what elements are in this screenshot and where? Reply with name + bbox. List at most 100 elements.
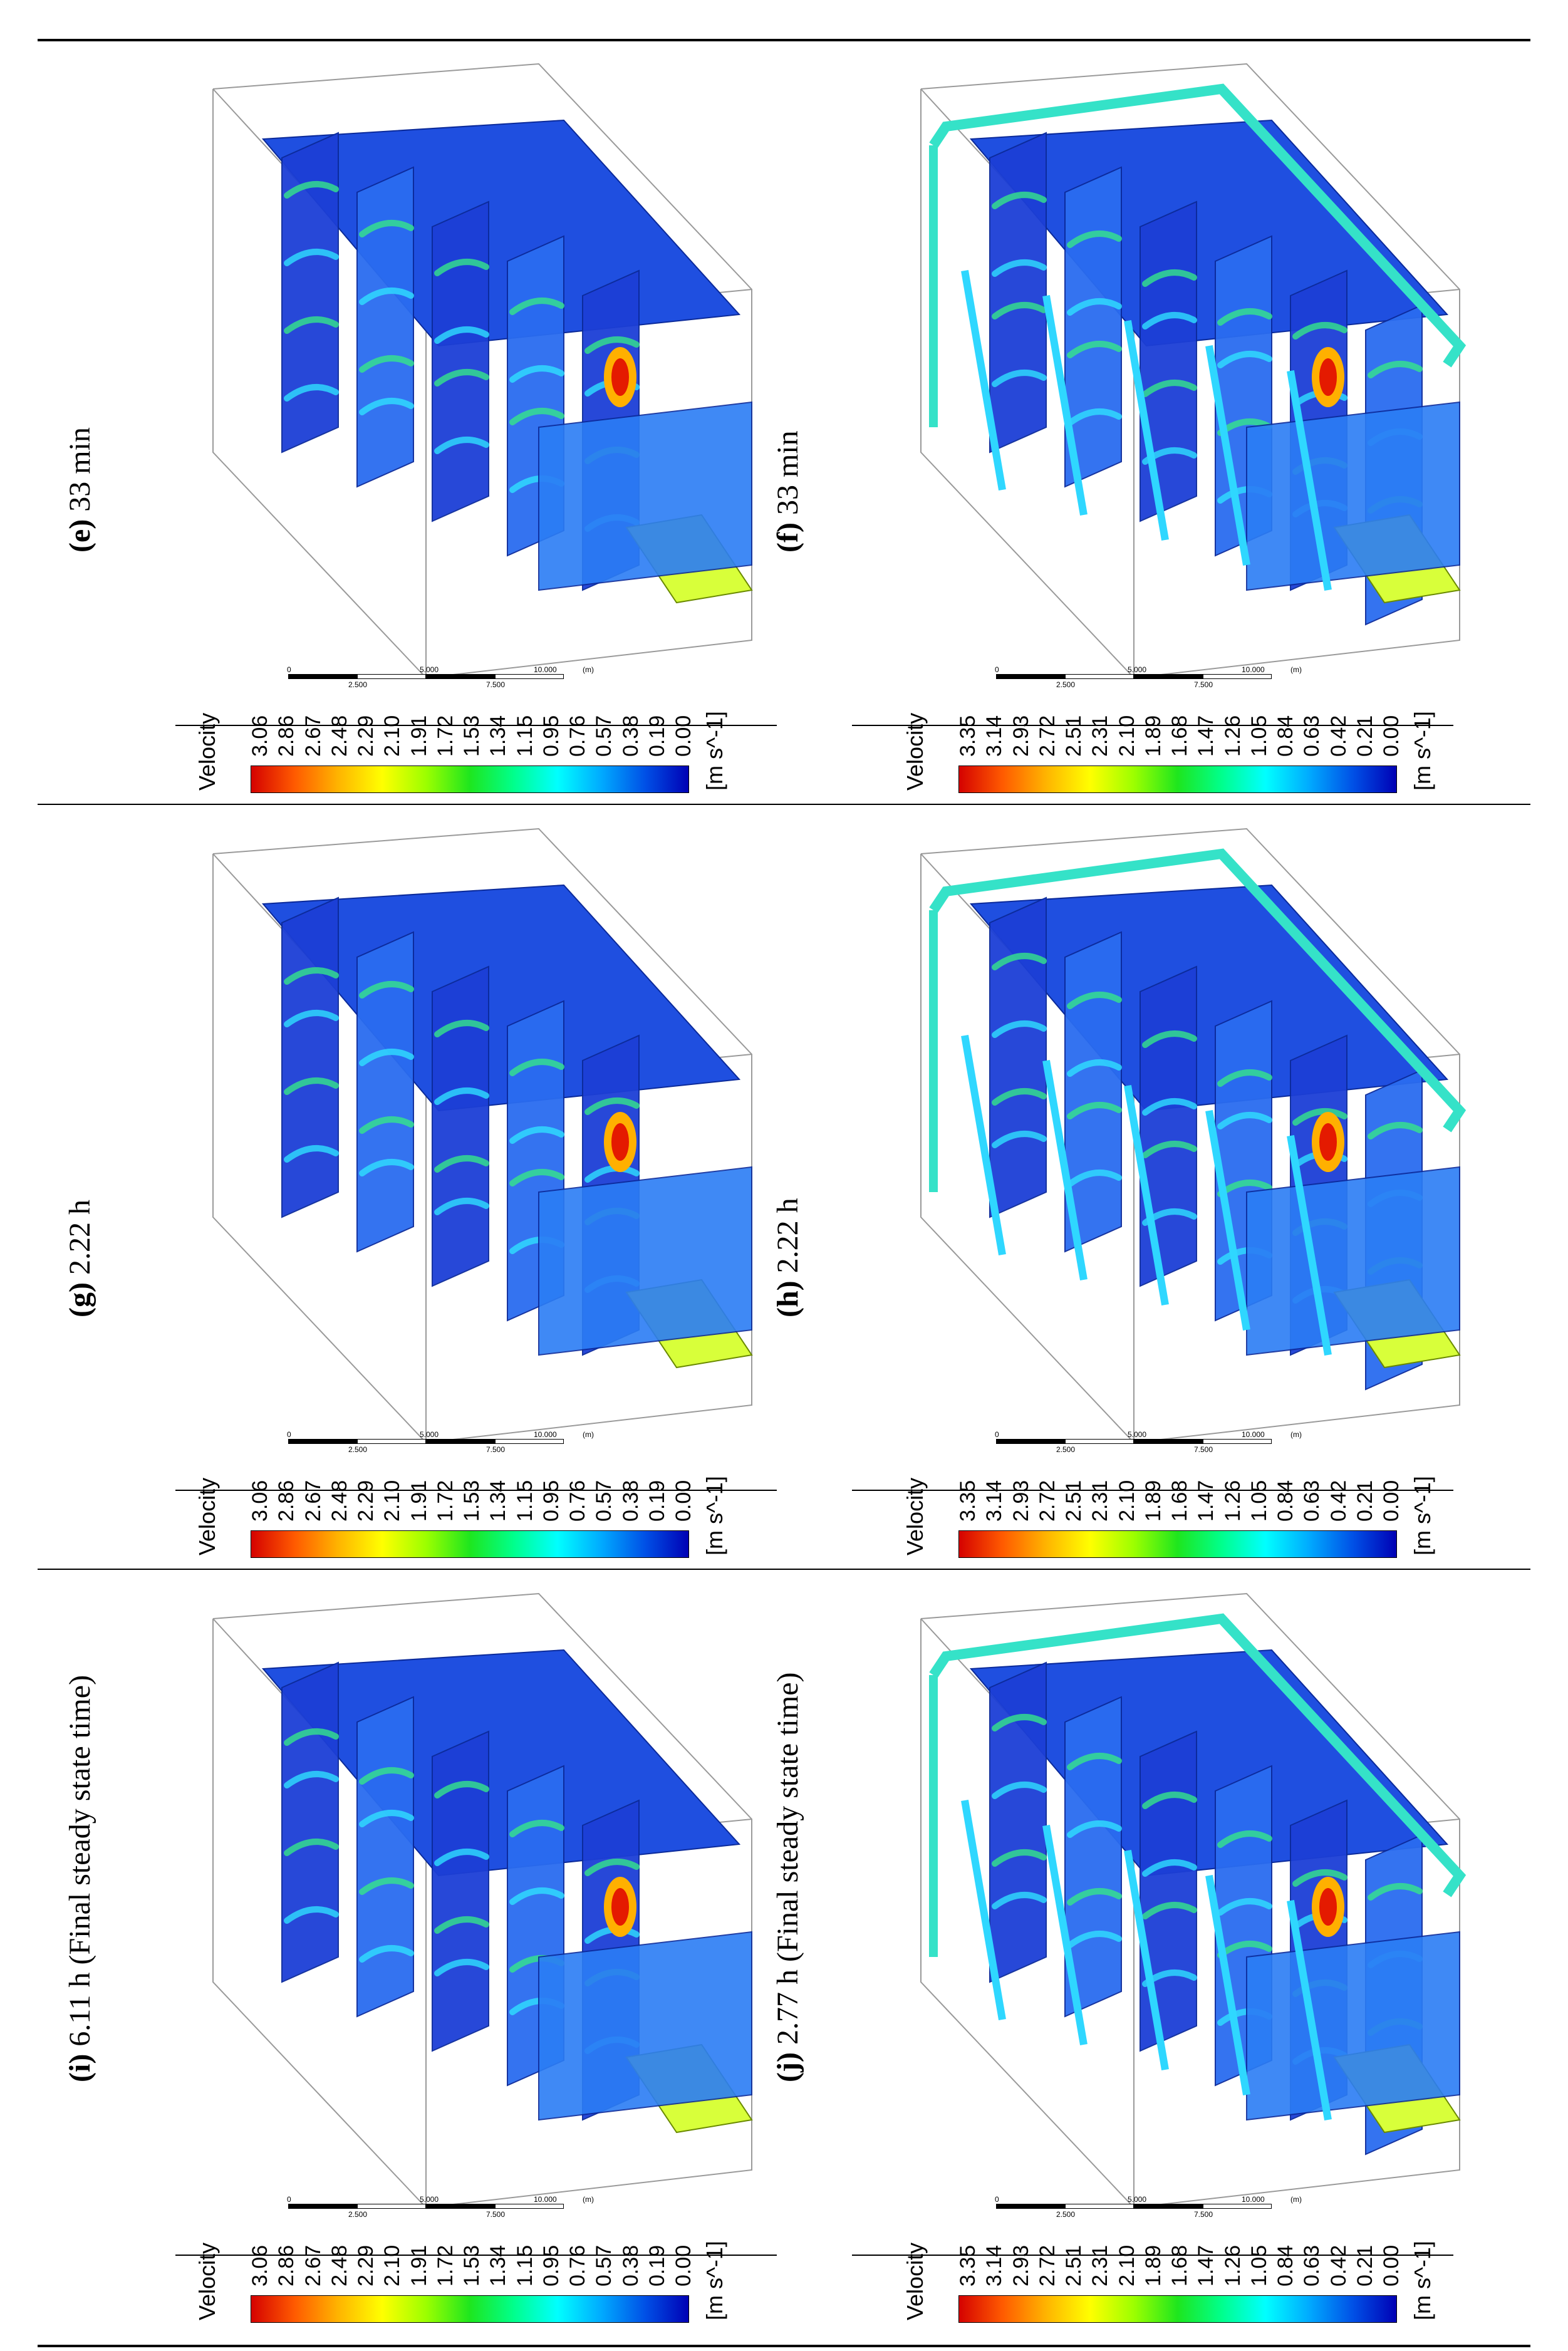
velocity-contour-view	[920, 828, 1467, 1444]
scale-label: 2.500	[348, 1445, 368, 1454]
scale-label: 7.500	[1194, 680, 1213, 689]
velocity-label: Velocity	[194, 2242, 220, 2320]
colorbar-tick-label: 2.10	[380, 715, 405, 757]
colorbar-tick-label: 1.53	[460, 2245, 484, 2286]
colorbar-tick-label: 1.26	[1220, 1480, 1245, 1522]
scale-label: 7.500	[1194, 2210, 1213, 2219]
scale-unit: (m)	[1290, 2195, 1302, 2204]
scale-unit: (m)	[1290, 665, 1302, 674]
colorbar-tick-label: 1.53	[460, 1480, 484, 1522]
colorbar-tick-label: 3.06	[248, 1480, 272, 1522]
colorbar-tick-label: 1.68	[1168, 715, 1192, 757]
colorbar-tick-label: 1.26	[1220, 2245, 1245, 2286]
colorbar-tick-label: 0.57	[592, 1480, 616, 1522]
scale-label: 10.000	[1242, 1430, 1265, 1439]
scale-label: 0	[995, 1430, 999, 1439]
scale-bar-segment	[1203, 2204, 1272, 2209]
panel-caption: (f) 33 min	[771, 430, 805, 553]
velocity-contour-view	[212, 1592, 753, 2209]
scale-unit: (m)	[583, 665, 594, 674]
panel-letter: (j)	[771, 2052, 804, 2082]
colorbar-tick-label: 1.91	[407, 715, 431, 757]
colorbar-tick-label: 0.38	[618, 1480, 643, 1522]
scale-bar-segment	[1134, 674, 1203, 679]
scale-label: 7.500	[486, 2210, 506, 2219]
scale-label: 7.500	[486, 1445, 506, 1454]
scale-bar-segment	[1065, 2204, 1134, 2209]
scale-label: 10.000	[534, 665, 557, 674]
scale-bar-segment	[357, 674, 426, 679]
colorbar-tick-label: 0.76	[566, 1480, 589, 1522]
colorbar-tick-label: 1.34	[486, 2245, 511, 2286]
colorbar-tick-label: 0.00	[672, 2245, 695, 2286]
colorbar	[251, 766, 689, 793]
scale-label: 0	[287, 2195, 291, 2204]
colorbar-tick-label: 0.63	[1300, 2245, 1324, 2286]
colorbar	[958, 766, 1397, 793]
colorbar-tick-label: 0.95	[539, 1480, 563, 1522]
scale-label: 2.500	[1056, 1445, 1076, 1454]
colorbar-tick-label: 0.21	[1353, 1480, 1377, 1522]
unit-label: [m s^-1]	[702, 2241, 727, 2320]
colorbar-tick-label: 2.31	[1088, 2245, 1113, 2286]
colorbar-tick-label: 1.34	[486, 715, 511, 757]
colorbar-tick-label: 2.31	[1088, 715, 1113, 757]
colorbar-tick-label: 2.51	[1062, 1480, 1086, 1522]
scale-bar-segment	[996, 2204, 1065, 2209]
scale-bar-segment	[495, 2204, 564, 2209]
colorbar-tick-label: 0.57	[592, 2245, 616, 2286]
velocity-label: Velocity	[194, 712, 220, 791]
colorbar-tick-label: 2.29	[354, 715, 378, 757]
colorbar-tick-label: 0.00	[672, 1480, 695, 1522]
colorbar-tick-label: 2.51	[1062, 715, 1086, 757]
scale-bar-segment	[1134, 1439, 1203, 1444]
scale-label: 5.000	[420, 2195, 439, 2204]
colorbar-tick-label: 2.72	[1035, 1480, 1059, 1522]
colorbar-tick-label: 0.19	[645, 1480, 669, 1522]
unit-label: [m s^-1]	[702, 711, 727, 791]
table-rule	[38, 1569, 1530, 1570]
colorbar-tick-label: 2.48	[327, 715, 351, 757]
colorbar-tick-label: 2.10	[1114, 715, 1139, 757]
colorbar-tick-label: 0.95	[539, 2245, 563, 2286]
scale-bar-segment	[1203, 674, 1272, 679]
unit-label: [m s^-1]	[1410, 711, 1435, 791]
scale-label: 2.500	[1056, 680, 1076, 689]
panel-divider	[852, 1490, 1453, 1491]
panel-letter: (i)	[63, 2053, 96, 2082]
velocity-label: Velocity	[902, 712, 928, 791]
colorbar-tick-label: 2.93	[1009, 1480, 1033, 1522]
colorbar-tick-label: 1.15	[512, 2245, 537, 2286]
panel-caption: (g) 2.22 h	[63, 1200, 97, 1317]
unit-label: [m s^-1]	[702, 1476, 727, 1555]
scale-bar-segment	[426, 2204, 495, 2209]
panel-time: 2.77 h (Final steady state time)	[771, 1672, 804, 2053]
scale-label: 10.000	[1242, 2195, 1265, 2204]
panel-letter: (h)	[771, 1280, 804, 1317]
colorbar-tick-label: 0.00	[1379, 1480, 1403, 1522]
colorbar-tick-label: 1.89	[1141, 715, 1165, 757]
scale-label: 0	[995, 2195, 999, 2204]
scale-unit: (m)	[1290, 1430, 1302, 1439]
scale-bar-segment	[357, 1439, 426, 1444]
scale-bar-segment	[1065, 674, 1134, 679]
panel-letter: (f)	[771, 522, 804, 553]
colorbar-tick-label: 0.42	[1326, 2245, 1351, 2286]
panel-divider	[175, 1490, 777, 1491]
scale-unit: (m)	[583, 1430, 594, 1439]
velocity-contour-view	[212, 63, 753, 679]
colorbar-tick-label: 1.47	[1194, 1480, 1218, 1522]
colorbar-tick-label: 1.89	[1141, 2245, 1165, 2286]
colorbar-tick-label: 0.76	[566, 715, 589, 757]
colorbar-tick-label: 0.84	[1274, 1480, 1297, 1522]
colorbar-tick-label: 0.21	[1353, 715, 1377, 757]
colorbar-tick-label: 1.91	[407, 1480, 431, 1522]
velocity-contour-view	[212, 828, 753, 1444]
colorbar-tick-label: 1.26	[1220, 715, 1245, 757]
colorbar-tick-label: 2.48	[327, 1480, 351, 1522]
colorbar-tick-label: 1.68	[1168, 1480, 1192, 1522]
scale-label: 5.000	[420, 1430, 439, 1439]
colorbar-tick-label: 1.89	[1141, 1480, 1165, 1522]
colorbar	[251, 1530, 689, 1558]
colorbar-tick-label: 2.67	[301, 2245, 325, 2286]
